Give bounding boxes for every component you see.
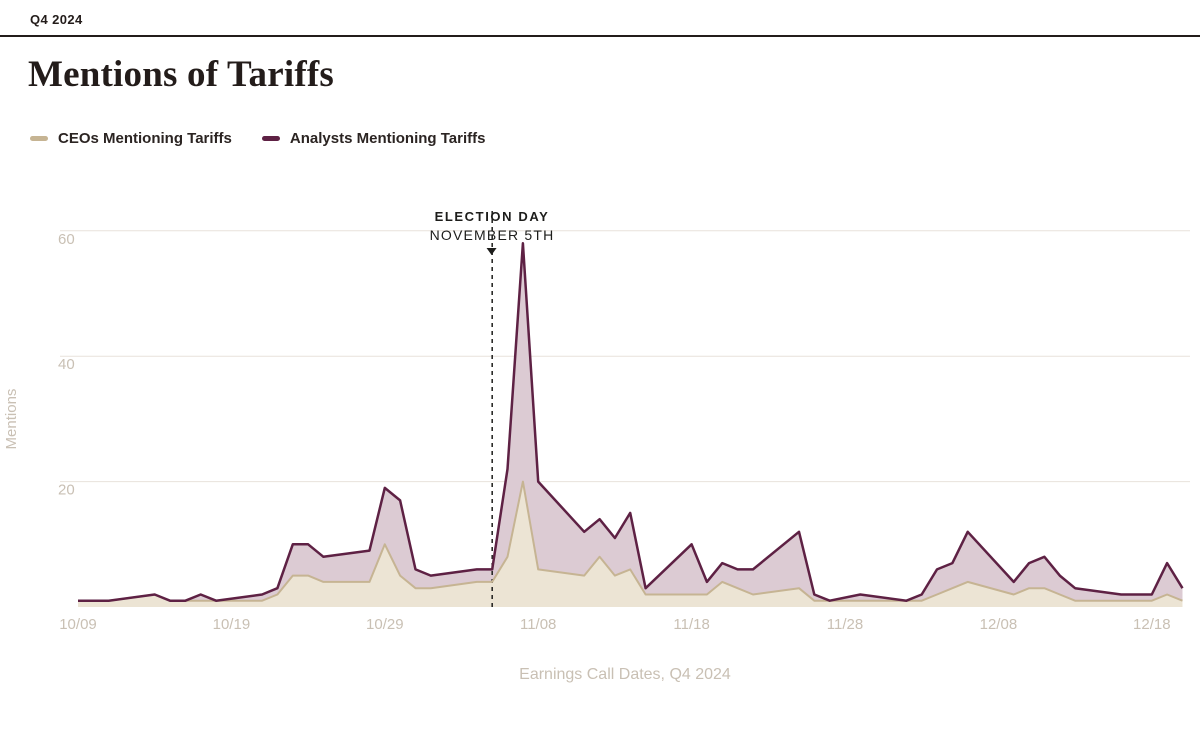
- x-tick-label: 10/09: [59, 616, 97, 633]
- election-day-annotation: ELECTION DAY NOVEMBER 5TH: [430, 209, 555, 255]
- down-triangle-icon: [487, 248, 497, 255]
- chart-region: ELECTION DAY NOVEMBER 5TH 20 40 60 10/09 10/…: [0, 209, 1200, 694]
- x-tick-label: 11/08: [520, 616, 556, 633]
- eyebrow-row: Q4 2024: [0, 0, 1200, 37]
- y-tick-label: 20: [58, 482, 75, 499]
- chart-legend: CEOs Mentioning Tariffs Analysts Mention…: [30, 130, 1200, 147]
- page-header: Q4 2024 Mentions of Tariffs CEOs Mention…: [0, 0, 1200, 147]
- analysts-swatch-icon: [261, 136, 280, 141]
- y-tick-label: 40: [58, 356, 75, 373]
- x-tick-label: 10/19: [213, 616, 251, 633]
- annotation-subtitle: NOVEMBER 5TH: [429, 227, 555, 243]
- page-title: Mentions of Tariffs: [28, 54, 334, 95]
- ceos-line: [78, 480, 1183, 602]
- legend-label-analysts: Analysts Mentioning Tariffs: [289, 130, 486, 147]
- x-tick-label: 12/08: [980, 616, 1018, 633]
- y-axis-title: Mentions: [3, 389, 20, 450]
- x-tick-label: 11/28: [827, 616, 863, 633]
- annotation-title: ELECTION DAY: [434, 209, 550, 224]
- ceos-swatch-icon: [30, 136, 48, 141]
- x-axis-title: Earnings Call Dates, Q4 2024: [519, 666, 731, 683]
- legend-item-ceos: CEOs Mentioning Tariffs: [30, 130, 232, 147]
- x-tick-label: 12/18: [1133, 616, 1171, 633]
- x-tick-label: 11/18: [673, 616, 709, 633]
- x-axis-labels: 10/09 10/19 10/29 11/08 11/18 11/28 12/08 12/18: [59, 616, 1170, 633]
- analysts-line: [78, 242, 1184, 602]
- legend-item-analysts: Analysts Mentioning Tariffs: [261, 130, 486, 147]
- gridlines: 20 40 60: [58, 230, 1190, 499]
- quarter-eyebrow: Q4 2024: [30, 12, 83, 27]
- y-tick-label: 60: [58, 231, 75, 248]
- analysts-area: [78, 243, 1183, 608]
- mentions-area-chart: 20 40 60 10/09 10/19 10/29 11/08 11/18 11/28 12/0…: [3, 211, 1190, 683]
- legend-label-ceos: CEOs Mentioning Tariffs: [58, 130, 232, 147]
- ceos-area: [78, 481, 1183, 607]
- x-tick-label: 10/29: [366, 616, 404, 633]
